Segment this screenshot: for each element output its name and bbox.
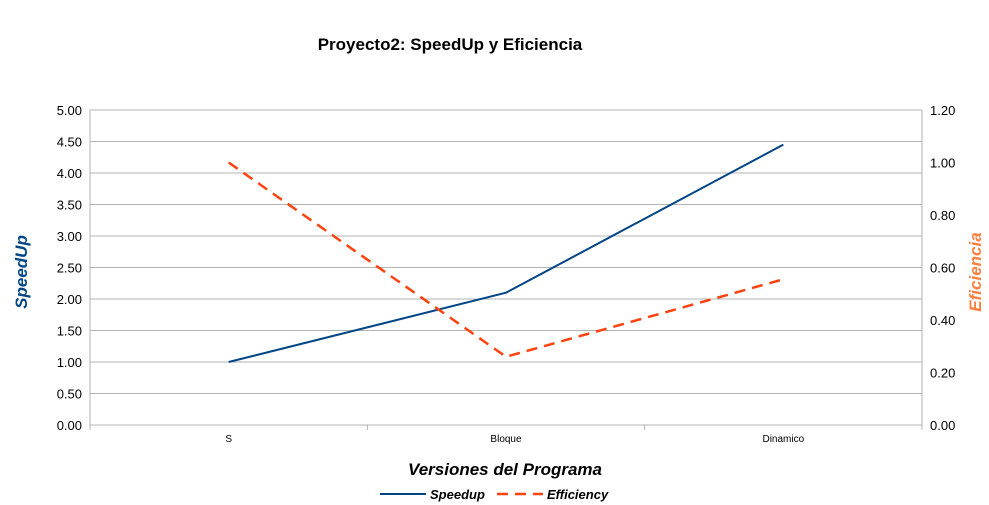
y2-tick-label: 0.00 [930, 418, 955, 433]
y2-axis-title: Eficiencia [966, 232, 985, 311]
y2-tick-label: 0.20 [930, 366, 955, 381]
series-line-speedup [228, 143, 784, 363]
y2-tick-label: 0.60 [930, 261, 955, 276]
legend: Speedup Efficiency [380, 487, 609, 502]
y-tick-label: 4.00 [57, 166, 82, 181]
y2-tick-label: 1.00 [930, 156, 955, 171]
grid [90, 109, 922, 426]
series-layer [227, 143, 784, 363]
legend-label-efficiency: Efficiency [547, 487, 609, 502]
y-tick-label: 4.50 [57, 135, 82, 150]
y-tick-label: 5.00 [57, 103, 82, 118]
y-tick-label: 1.50 [57, 324, 82, 339]
x-tick-label: Dinamico [762, 434, 804, 445]
y-tick-label: 0.00 [57, 418, 82, 433]
axes: 0.00 0.50 1.00 1.50 2.00 2.50 3.00 3.50 4.00 4.50… [57, 103, 956, 445]
x-axis-title: Versiones del Programa [408, 460, 602, 479]
x-tick-label: Bloque [490, 434, 522, 445]
y-tick-label: 2.00 [57, 292, 82, 307]
legend-label-speedup: Speedup [430, 487, 485, 502]
y-axis-title: SpeedUp [12, 235, 31, 309]
y-tick-label: 3.50 [57, 198, 82, 213]
y2-tick-label: 1.20 [930, 103, 955, 118]
chart-title: Proyecto2: SpeedUp y Eficiencia [318, 35, 583, 54]
y-tick-label: 1.00 [57, 355, 82, 370]
y-tick-label: 0.50 [57, 387, 82, 402]
y2-tick-label: 0.80 [930, 208, 955, 223]
y2-tick-label: 0.40 [930, 313, 955, 328]
y-tick-label: 3.00 [57, 229, 82, 244]
series-line-efficiency [227, 161, 784, 358]
x-tick-label: S [225, 434, 232, 445]
y-tick-label: 2.50 [57, 261, 82, 276]
